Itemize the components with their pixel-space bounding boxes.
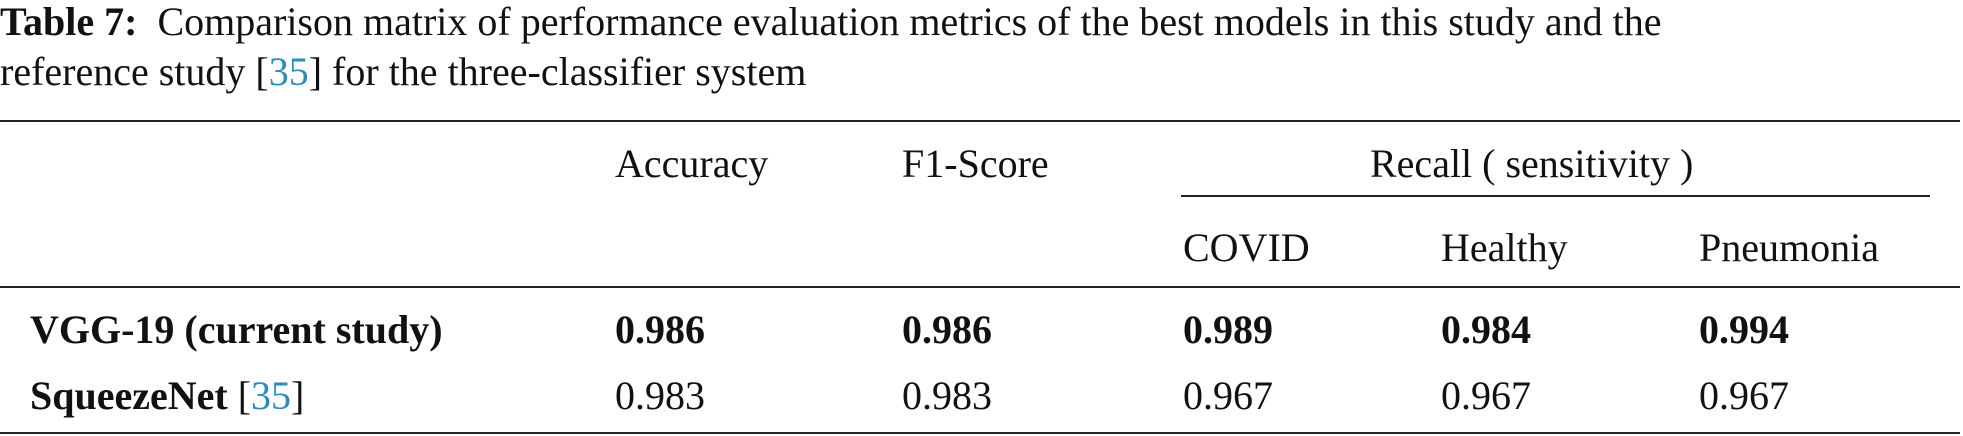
row-label: VGG-19 (current study) (30, 307, 443, 352)
model-name: SqueezeNet (30, 373, 228, 418)
cell-value: 0.984 (1441, 307, 1531, 352)
caption-line: Table 7: Comparison matrix of performanc… (0, 2, 1662, 42)
bracket: ] (291, 373, 305, 418)
caption-line: reference study [35] for the three-class… (0, 52, 806, 92)
cell-value: 0.983 (902, 373, 992, 418)
cell-value: 0.983 (615, 373, 705, 418)
group-rule (1181, 195, 1930, 197)
caption-text: reference study [ (0, 49, 269, 94)
cell-value: 0.986 (902, 307, 992, 352)
column-header: COVID (1183, 225, 1310, 270)
column-header: Pneumonia (1699, 225, 1879, 270)
column-header: Accuracy (615, 141, 769, 186)
citation[interactable]: 35 (251, 373, 292, 418)
cell-value: 0.994 (1699, 307, 1789, 352)
row-label: SqueezeNet [35] (30, 376, 304, 416)
group-header: Recall ( sensitivity ) (1370, 141, 1694, 186)
header-rule (0, 286, 1960, 288)
cell-value: 0.967 (1441, 373, 1531, 418)
cell-value: 0.967 (1183, 373, 1273, 418)
caption-text: ] for the three-classifier system (308, 49, 807, 94)
column-header: Healthy (1441, 225, 1568, 270)
column-header: F1-Score (902, 141, 1049, 186)
cell-value: 0.967 (1699, 373, 1789, 418)
top-rule (0, 120, 1960, 122)
caption-text: Comparison matrix of performance evaluat… (157, 0, 1662, 44)
cell-value: 0.989 (1183, 307, 1273, 352)
bottom-rule (0, 432, 1960, 434)
caption-label: Table 7: (0, 0, 138, 44)
citation[interactable]: 35 (268, 49, 309, 94)
cell-value: 0.986 (615, 307, 705, 352)
bracket: [ (237, 373, 252, 418)
